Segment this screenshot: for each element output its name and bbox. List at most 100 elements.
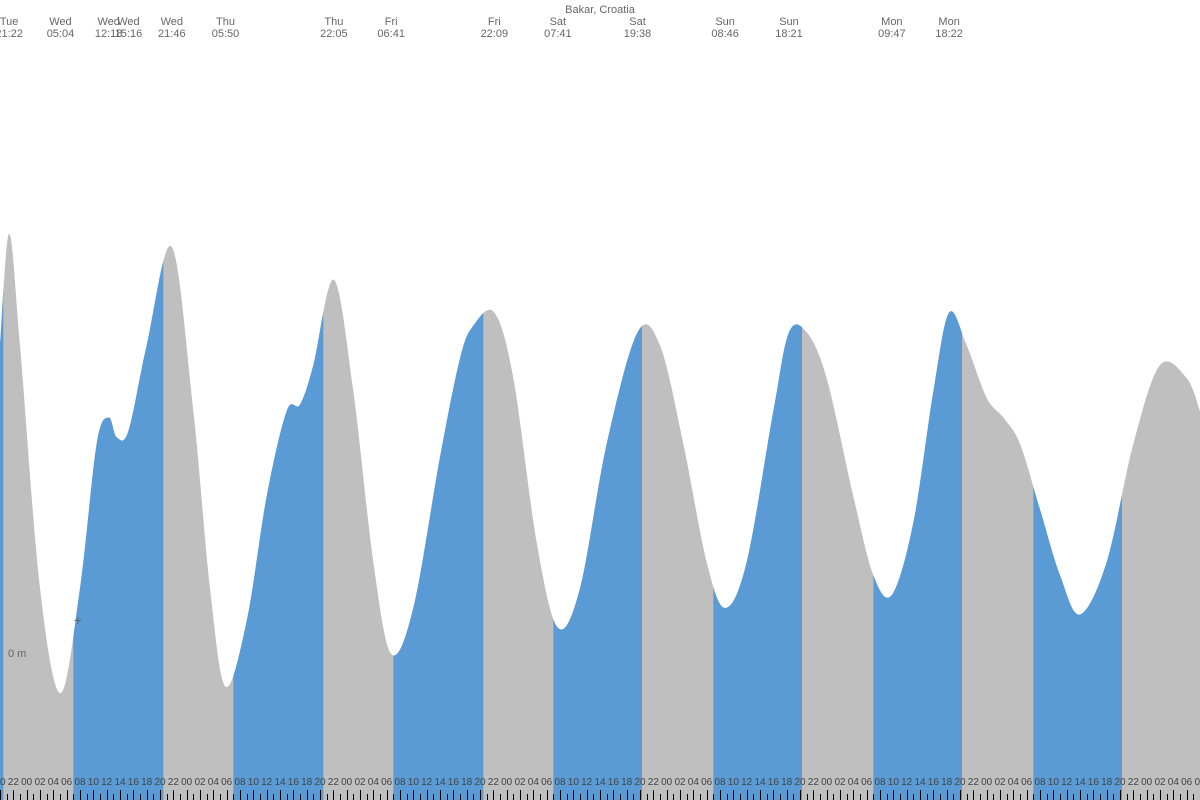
x-tick-major — [107, 790, 108, 800]
x-tick-label: 08 — [1194, 777, 1200, 788]
x-tick-major — [493, 790, 494, 800]
x-tick-minor — [793, 794, 794, 800]
x-tick-label: 00 — [1141, 777, 1152, 788]
x-tick-major — [1067, 790, 1068, 800]
x-tick-minor — [367, 794, 368, 800]
x-tick-minor — [927, 794, 928, 800]
x-tick-minor — [20, 794, 21, 800]
x-tick-minor — [447, 794, 448, 800]
x-tick-minor — [660, 794, 661, 800]
extreme-label: Sun18:21 — [775, 16, 803, 40]
x-tick-major — [1053, 790, 1054, 800]
x-tick-label: 16 — [288, 777, 299, 788]
x-tick-minor — [820, 794, 821, 800]
x-tick-minor — [500, 794, 501, 800]
x-tick-major — [1040, 790, 1041, 800]
extreme-label: Wed05:04 — [47, 16, 75, 40]
x-tick-minor — [47, 794, 48, 800]
x-tick-major — [893, 790, 894, 800]
x-tick-major — [80, 790, 81, 800]
x-tick-label: 14 — [114, 777, 125, 788]
x-tick-minor — [353, 794, 354, 800]
x-tick-label: 02 — [1154, 777, 1165, 788]
x-tick-minor — [593, 794, 594, 800]
x-tick-minor — [580, 794, 581, 800]
x-tick-minor — [220, 794, 221, 800]
x-tick-major — [480, 790, 481, 800]
x-tick-major — [747, 790, 748, 800]
x-tick-major — [360, 790, 361, 800]
x-tick-major — [1160, 790, 1161, 800]
extreme-label: Fri22:09 — [481, 16, 509, 40]
x-tick-minor — [1113, 794, 1114, 800]
x-tick-major — [1133, 790, 1134, 800]
x-tick-major — [573, 790, 574, 800]
x-tick-major — [653, 790, 654, 800]
x-tick-minor — [1047, 794, 1048, 800]
extreme-label: Mon09:47 — [878, 16, 906, 40]
x-tick-label: 10 — [1048, 777, 1059, 788]
x-tick-label: 08 — [874, 777, 885, 788]
x-tick-label: 16 — [768, 777, 779, 788]
x-tick-label: 08 — [394, 777, 405, 788]
x-tick-major — [547, 790, 548, 800]
x-tick-label: 20 — [954, 777, 965, 788]
x-tick-minor — [33, 794, 34, 800]
x-tick-label: 14 — [914, 777, 925, 788]
x-tick-label: 20 — [794, 777, 805, 788]
x-tick-major — [293, 790, 294, 800]
x-tick-major — [93, 790, 94, 800]
x-tick-label: 04 — [688, 777, 699, 788]
x-tick-major — [1093, 790, 1094, 800]
x-tick-major — [427, 790, 428, 800]
x-tick-minor — [900, 794, 901, 800]
x-tick-minor — [100, 794, 101, 800]
x-tick-label: 06 — [541, 777, 552, 788]
x-tick-major — [27, 790, 28, 800]
x-tick-major — [827, 790, 828, 800]
x-tick-label: 06 — [221, 777, 232, 788]
x-tick-label: 08 — [234, 777, 245, 788]
x-tick-label: 12 — [1061, 777, 1072, 788]
x-tick-minor — [273, 794, 274, 800]
x-tick-minor — [860, 794, 861, 800]
x-tick-minor — [740, 794, 741, 800]
x-tick-minor — [167, 794, 168, 800]
x-tick-major — [13, 790, 14, 800]
x-tick-label: 02 — [194, 777, 205, 788]
extreme-label: Thu22:05 — [320, 16, 348, 40]
x-tick-major — [400, 790, 401, 800]
x-tick-label: 14 — [274, 777, 285, 788]
x-tick-label: 02 — [674, 777, 685, 788]
x-tick-label: 12 — [101, 777, 112, 788]
day-window — [553, 0, 642, 800]
day-window — [0, 0, 3, 800]
x-tick-major — [720, 790, 721, 800]
x-tick-label: 04 — [208, 777, 219, 788]
x-tick-major — [627, 790, 628, 800]
x-tick-major — [853, 790, 854, 800]
x-tick-label: 06 — [1021, 777, 1032, 788]
x-tick-major — [760, 790, 761, 800]
x-tick-major — [560, 790, 561, 800]
x-tick-label: 06 — [861, 777, 872, 788]
x-tick-major — [987, 790, 988, 800]
x-tick-minor — [113, 794, 114, 800]
x-tick-label: 18 — [621, 777, 632, 788]
x-tick-label: 10 — [728, 777, 739, 788]
x-tick-minor — [420, 794, 421, 800]
x-tick-major — [733, 790, 734, 800]
x-tick-label: 00 — [341, 777, 352, 788]
x-tick-minor — [1007, 794, 1008, 800]
x-tick-major — [240, 790, 241, 800]
x-tick-minor — [1073, 794, 1074, 800]
extreme-label: Sat19:38 — [624, 16, 652, 40]
x-tick-minor — [847, 794, 848, 800]
x-tick-major — [600, 790, 601, 800]
x-tick-label: 20 — [314, 777, 325, 788]
x-tick-label: 04 — [848, 777, 859, 788]
x-tick-major — [973, 790, 974, 800]
x-tick-label: 16 — [448, 777, 459, 788]
x-tick-label: 06 — [1181, 777, 1192, 788]
x-tick-label: 16 — [1088, 777, 1099, 788]
